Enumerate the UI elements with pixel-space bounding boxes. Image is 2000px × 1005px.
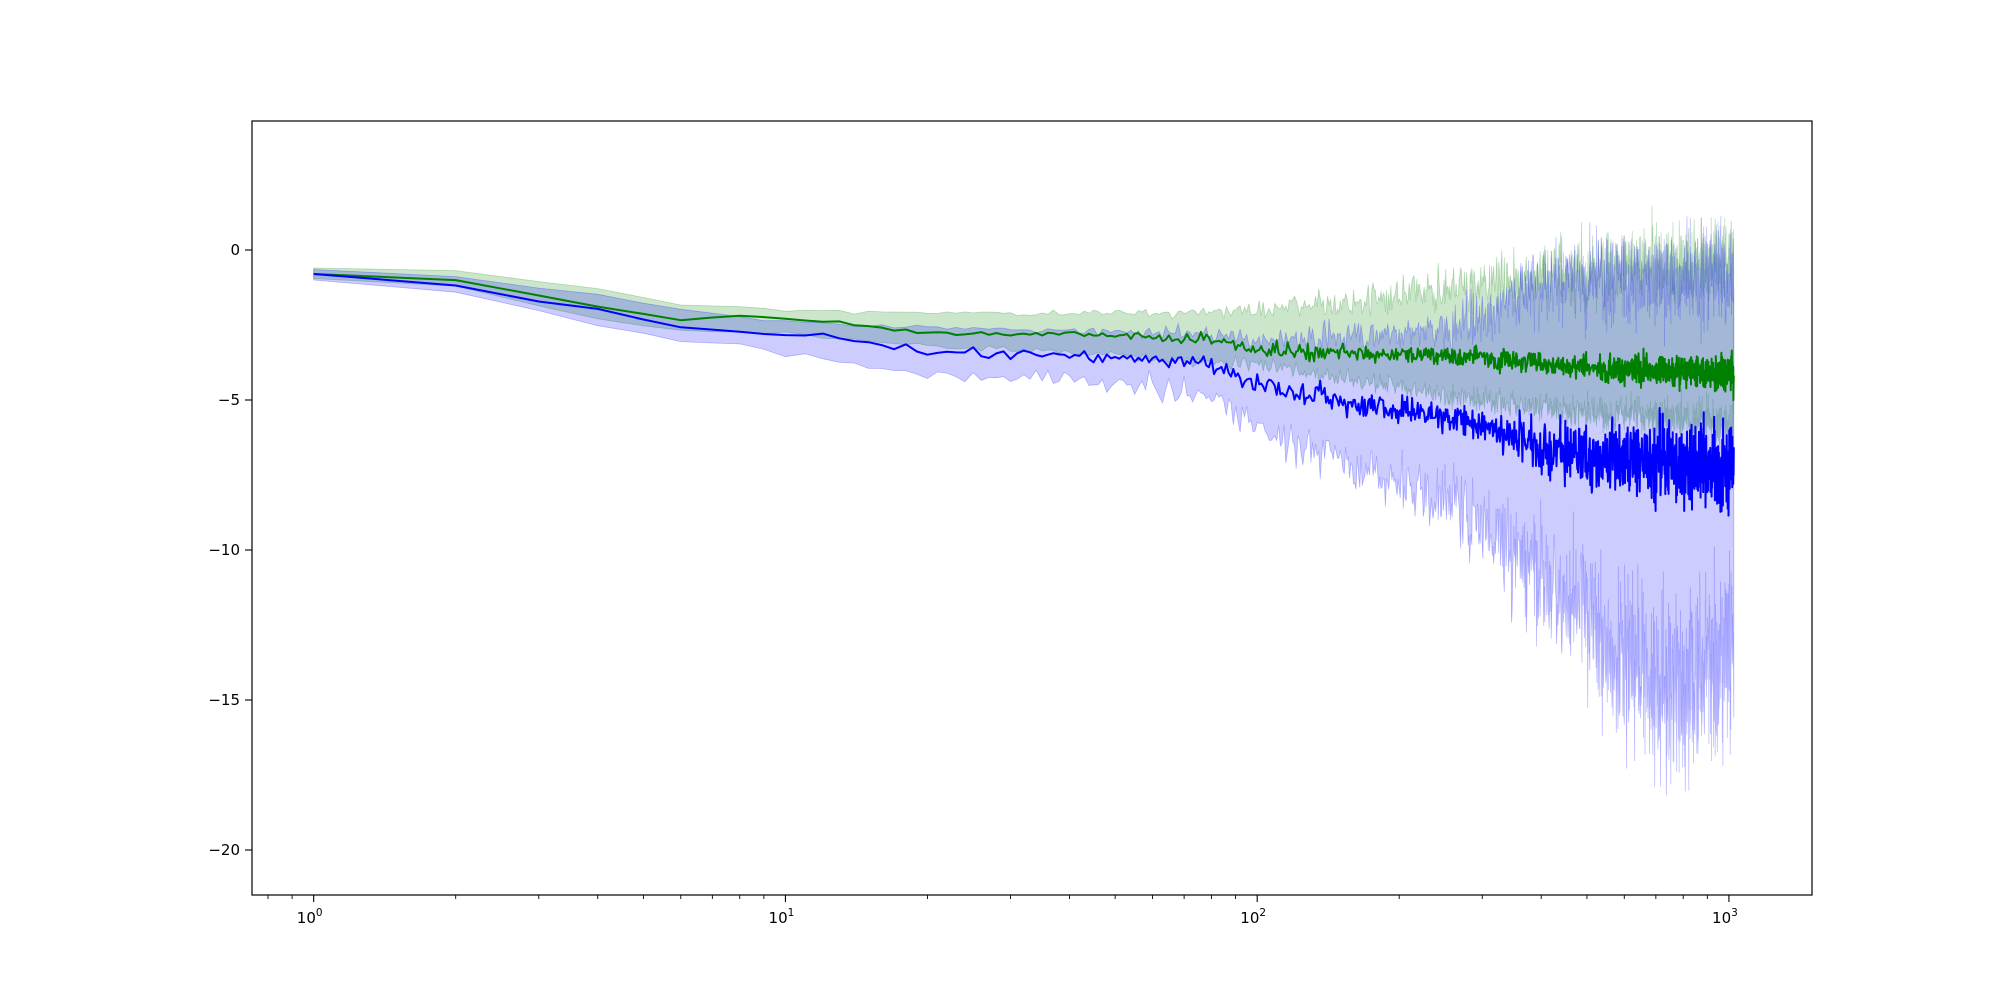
series-lines bbox=[313, 273, 1735, 517]
y-tick-label: −5 bbox=[218, 391, 240, 409]
plot-frame bbox=[251, 120, 1813, 896]
y-tick-label: −20 bbox=[208, 841, 240, 859]
series-1-band bbox=[313, 205, 1735, 449]
y-axis: 0 −5 −10 −15 −20 bbox=[208, 241, 252, 859]
y-tick-label: 0 bbox=[230, 241, 240, 259]
series-2-line bbox=[313, 273, 1735, 517]
x-tick-label-exponent: 3 bbox=[1731, 907, 1738, 919]
x-tick-label-exponent: 2 bbox=[1259, 907, 1266, 919]
x-tick-label-exponent: 1 bbox=[788, 907, 795, 919]
series-2-band bbox=[313, 216, 1735, 796]
confidence-bands bbox=[313, 205, 1735, 796]
y-tick-label: −10 bbox=[208, 541, 240, 559]
y-tick-label: −15 bbox=[208, 691, 240, 709]
series-1-line bbox=[313, 273, 1735, 402]
x-tick-label-exponent: 0 bbox=[316, 907, 323, 919]
